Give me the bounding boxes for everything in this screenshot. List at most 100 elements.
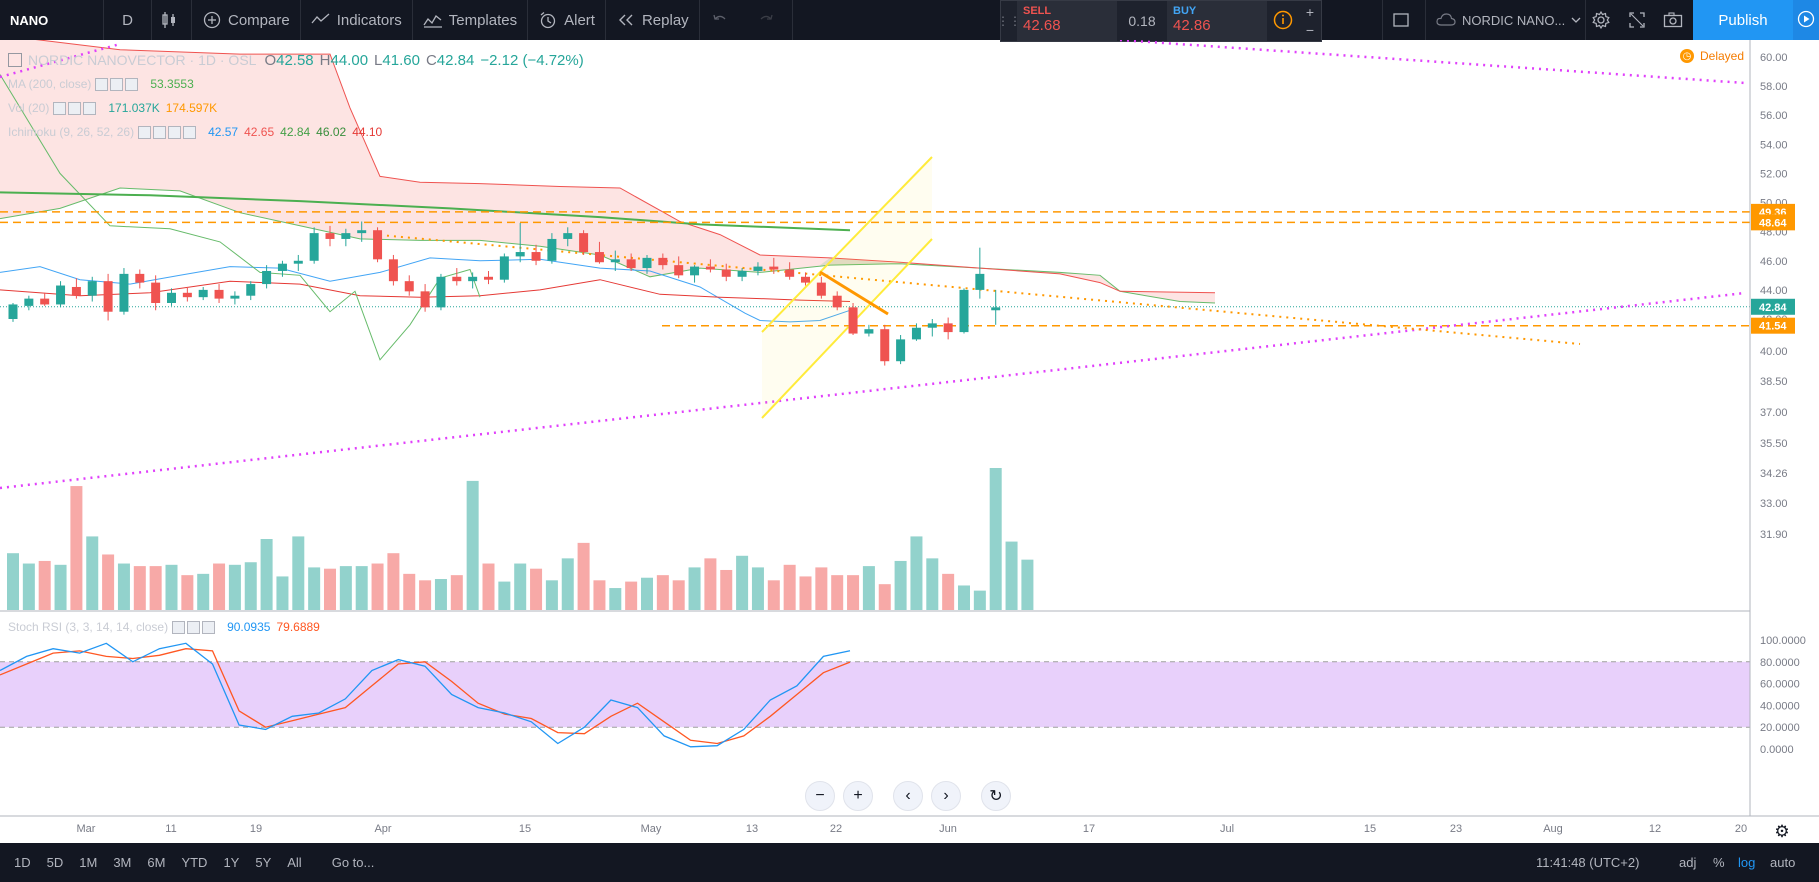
price-tick-label: 38.50: [1760, 376, 1788, 388]
range-button-1m[interactable]: 1M: [79, 855, 98, 870]
chikou-line: [0, 74, 481, 361]
price-tick-label: 60.00: [1760, 52, 1788, 64]
clock[interactable]: 11:41:48 (UTC+2): [1536, 855, 1640, 870]
chart-navigation: − + ‹ › ↻: [805, 781, 1019, 811]
symbol-title[interactable]: NORDIC NANOVECTOR · 1D · OSL: [28, 52, 257, 68]
range-button-3m[interactable]: 3M: [113, 855, 132, 870]
interval-selector[interactable]: D: [104, 0, 152, 40]
templates-button[interactable]: Templates: [413, 0, 529, 40]
scroll-left-button[interactable]: ‹: [893, 781, 923, 811]
fullscreen-button[interactable]: [1622, 0, 1658, 40]
adj-toggle[interactable]: adj: [1679, 855, 1697, 870]
sell-button[interactable]: SELL 42.68: [1017, 1, 1117, 41]
ichimoku-lines: [0, 74, 851, 361]
quantity-stepper[interactable]: + −: [1299, 1, 1321, 41]
time-tick-label: Aug: [1543, 823, 1563, 835]
indicators-button[interactable]: Indicators: [301, 0, 413, 40]
redo-button[interactable]: [746, 0, 793, 40]
volume-bar: [403, 573, 416, 610]
range-button-all[interactable]: All: [287, 855, 302, 870]
candle-body: [547, 238, 557, 261]
volume-bar: [926, 558, 939, 610]
range-button-6m[interactable]: 6M: [147, 855, 166, 870]
volume-bar: [688, 567, 701, 610]
collapse-legend-button[interactable]: [8, 53, 22, 67]
indicator-buttons[interactable]: [53, 101, 98, 115]
chart-canvas[interactable]: 60.0058.0056.0054.0052.0050.0048.0046.00…: [0, 40, 1819, 843]
volume-bar: [720, 569, 733, 610]
range-button-5d[interactable]: 5D: [46, 855, 64, 870]
reset-chart-button[interactable]: ↻: [981, 781, 1011, 811]
snapshot-button[interactable]: [1658, 0, 1694, 40]
range-button-ytd[interactable]: YTD: [181, 855, 208, 870]
volume-bar: [958, 585, 970, 610]
zoom-in-button[interactable]: +: [843, 781, 873, 811]
candle-body: [40, 298, 50, 305]
chart-type-button[interactable]: [152, 0, 192, 40]
range-button-5y[interactable]: 5Y: [255, 855, 272, 870]
ma-legend-row[interactable]: MA (200, close) 53.3553: [8, 72, 584, 96]
stream-button[interactable]: [1793, 0, 1819, 40]
goto-button[interactable]: Go to...: [331, 855, 375, 870]
alert-button[interactable]: Alert: [528, 0, 606, 40]
axes[interactable]: 60.0058.0056.0054.0052.0050.0048.0046.00…: [0, 40, 1819, 842]
symbol-search[interactable]: NANO: [0, 0, 104, 40]
volume-legend-row[interactable]: Vol (20) 171.037K 174.597K: [8, 96, 584, 120]
minus-icon[interactable]: −: [1305, 22, 1315, 38]
percent-toggle[interactable]: %: [1713, 855, 1725, 870]
top-toolbar: NANO D Compare Indicators Templates Aler…: [0, 0, 1819, 40]
cloud-icon: [1436, 10, 1456, 30]
scroll-right-button[interactable]: ›: [931, 781, 961, 811]
clock-icon: ◷: [1680, 49, 1694, 63]
horizontal-levels[interactable]: [0, 211, 1750, 327]
volume-bar: [736, 555, 749, 610]
compare-button[interactable]: Compare: [192, 0, 301, 40]
info-button[interactable]: [1267, 1, 1299, 41]
range-button-1d[interactable]: 1D: [14, 855, 31, 870]
indicator-buttons[interactable]: [95, 77, 140, 91]
volume-bar: [466, 480, 479, 610]
ichimoku-cloud: [0, 40, 1216, 304]
buy-button[interactable]: BUY 42.86: [1167, 1, 1267, 41]
layout-selector[interactable]: NORDIC NANO...: [1426, 0, 1586, 40]
ohlc-high: H44.00: [319, 51, 369, 69]
publish-button[interactable]: Publish: [1693, 0, 1793, 40]
chevron-down-icon: [1571, 16, 1581, 24]
ohlc-low: L41.60: [374, 51, 420, 69]
gear-icon: [1591, 10, 1611, 30]
bottom-toolbar: 1D 5D 1M 3M 6M YTD 1Y 5Y All Go to... 11:41:48 (…: [0, 843, 1819, 882]
log-toggle[interactable]: log: [1738, 855, 1756, 870]
stoch-legend[interactable]: Stoch RSI (3, 3, 14, 14, close) 90.0935 …: [8, 620, 320, 634]
settings-button[interactable]: [1586, 0, 1622, 40]
chart-area[interactable]: 60.00 58.00 56.00 54.00 52.00 50.00 48.00 46.00…: [0, 40, 1819, 843]
volume-bar: [783, 564, 796, 610]
drawing-panel-toggle[interactable]: [1382, 0, 1426, 40]
indicator-buttons[interactable]: [138, 125, 198, 139]
replay-button[interactable]: Replay: [606, 0, 700, 40]
drag-handle-icon[interactable]: ⋮⋮: [997, 14, 1021, 28]
replay-label: Replay: [641, 11, 689, 29]
volume-bar: [593, 580, 606, 610]
price-badge: [1751, 298, 1795, 315]
auto-toggle[interactable]: auto: [1770, 855, 1796, 870]
price-badge: [1751, 214, 1795, 231]
volume-bars: [7, 468, 1034, 610]
price-change: −2.12 (−4.72%): [480, 51, 584, 69]
volume-bar: [482, 563, 495, 610]
candle-body: [71, 286, 81, 296]
indicator-buttons[interactable]: [172, 620, 217, 634]
channel-lower: [761, 238, 933, 419]
volume-bar: [38, 560, 51, 610]
ichimoku-legend-row[interactable]: Ichimoku (9, 26, 52, 26) 42.57 42.65 42.…: [8, 120, 584, 144]
stoch-rsi-band: [0, 661, 1750, 728]
range-button-1y[interactable]: 1Y: [223, 855, 240, 870]
undo-button[interactable]: [700, 0, 746, 40]
candle-body: [214, 289, 224, 299]
plus-icon[interactable]: +: [1305, 4, 1315, 20]
delayed-badge[interactable]: ◷ Delayed: [1680, 49, 1744, 63]
axis-settings-gear-icon[interactable]: ⚙: [1774, 822, 1789, 842]
volume-bar: [656, 575, 669, 610]
volume-ma-value: 174.597K: [165, 101, 218, 115]
zoom-out-button[interactable]: −: [805, 781, 835, 811]
